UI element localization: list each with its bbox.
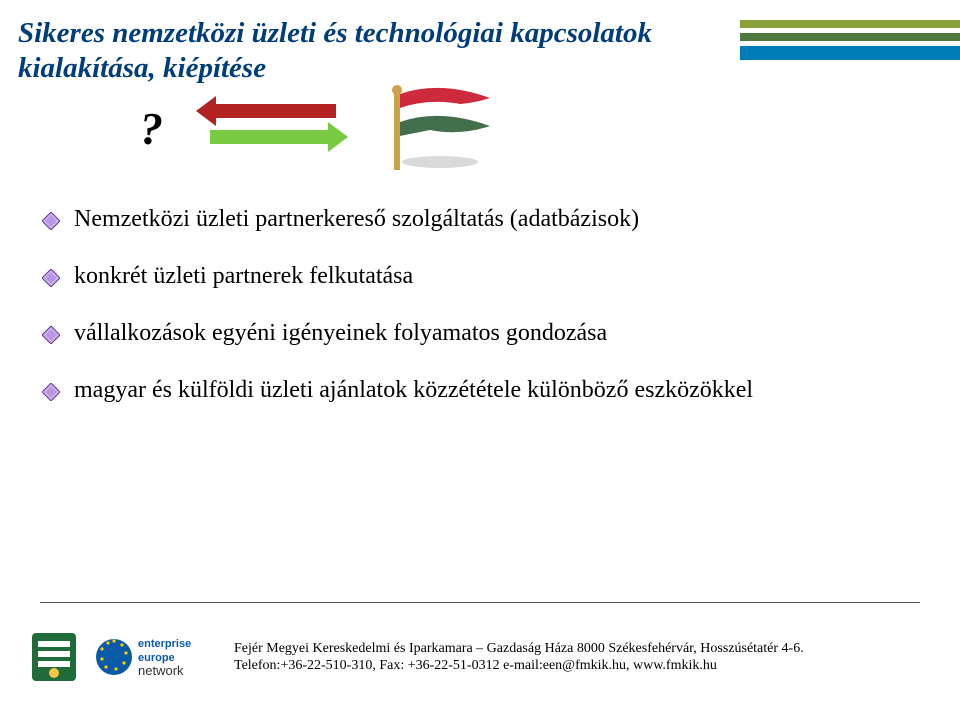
decor-band-3 [740, 46, 960, 60]
divider-line [40, 602, 920, 603]
bullet-list: Nemzetközi üzleti partnerkereső szolgált… [42, 206, 902, 434]
list-item: vállalkozások egyéni igényeinek folyamat… [42, 320, 902, 347]
een-logo-icon: enterprise europe network [92, 631, 222, 683]
top-decor-bands [740, 20, 960, 60]
list-item: magyar és külföldi üzleti ajánlatok közz… [42, 377, 902, 404]
footer-line-1: Fejér Megyei Kereskedelmi és Iparkamara … [234, 640, 804, 658]
arrow-right-icon [328, 122, 348, 152]
arrow-right-body [210, 130, 330, 144]
diamond-bullet-icon [42, 269, 60, 287]
svg-text:network: network [138, 663, 184, 678]
svg-text:enterprise: enterprise [138, 638, 191, 650]
diamond-bullet-icon [42, 383, 60, 401]
chamber-logo-icon [28, 629, 80, 685]
arrow-left-body [216, 104, 336, 118]
bullet-text: vállalkozások egyéni igényeinek folyamat… [74, 320, 607, 347]
footer-line-2: Telefon:+36-22-510-310, Fax: +36-22-51-0… [234, 657, 804, 675]
bullet-text: konkrét üzleti partnerek felkutatása [74, 263, 413, 290]
footer-text: Fejér Megyei Kereskedelmi és Iparkamara … [234, 640, 804, 675]
slide: Sikeres nemzetközi üzleti és technológia… [0, 0, 960, 703]
list-item: konkrét üzleti partnerek felkutatása [42, 263, 902, 290]
arrow-left-icon [196, 96, 216, 126]
hungarian-flag-icon [380, 84, 510, 174]
page-title: Sikeres nemzetközi üzleti és technológia… [18, 16, 718, 86]
decor-band-2 [740, 33, 960, 41]
diamond-bullet-icon [42, 326, 60, 344]
list-item: Nemzetközi üzleti partnerkereső szolgált… [42, 206, 902, 233]
question-mark: ? [140, 102, 163, 155]
bullet-text: magyar és külföldi üzleti ajánlatok közz… [74, 377, 753, 404]
decor-band-1 [740, 20, 960, 28]
diamond-bullet-icon [42, 212, 60, 230]
bullet-text: Nemzetközi üzleti partnerkereső szolgált… [74, 206, 639, 233]
footer: enterprise europe network Fejér Megyei K… [28, 629, 804, 685]
